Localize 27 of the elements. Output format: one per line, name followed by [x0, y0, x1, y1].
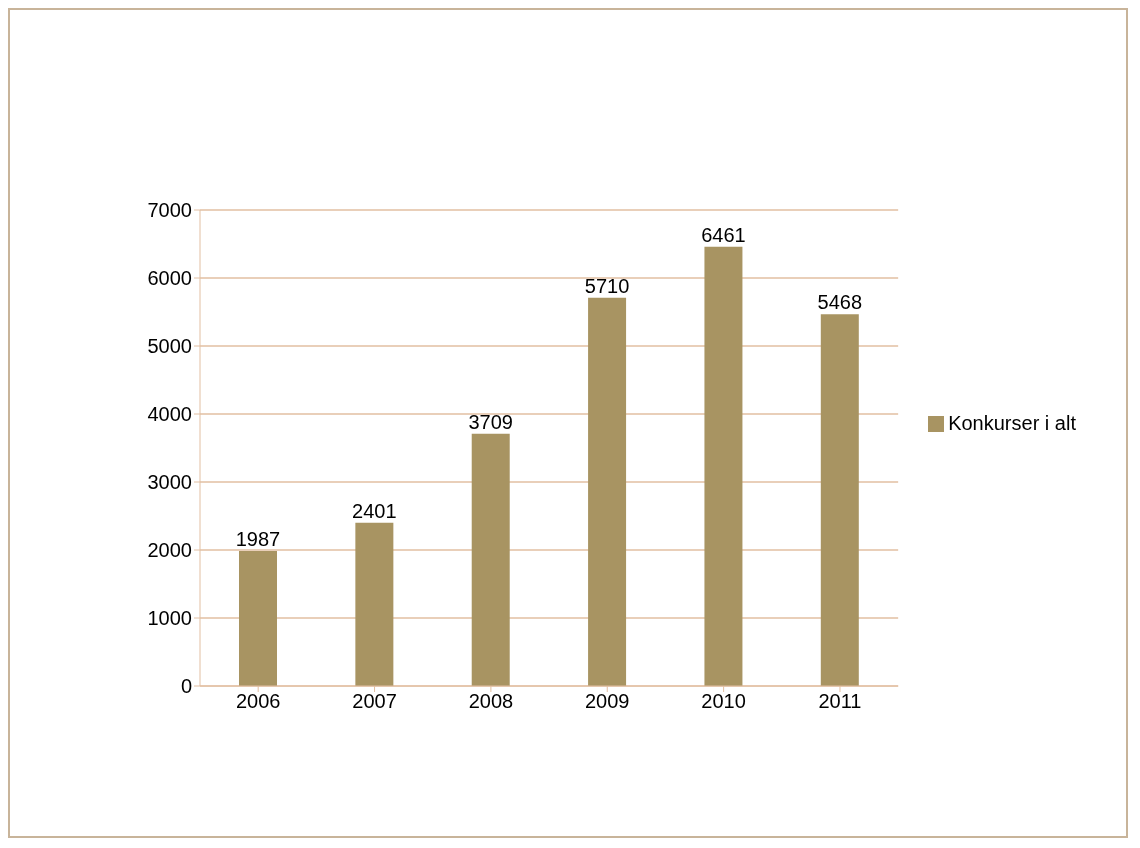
x-tick-label: 2011 [818, 690, 862, 713]
bar [355, 522, 394, 686]
x-tick-label: 2009 [585, 690, 630, 713]
x-tick-label: 2008 [468, 690, 514, 713]
data-label: 2401 [352, 499, 397, 522]
x-tick-label: 2006 [235, 690, 281, 713]
legend-label: Konkurser i alt [948, 411, 1076, 434]
bar [820, 314, 859, 686]
data-label: 5710 [584, 274, 630, 297]
bar [239, 550, 277, 686]
y-tick-label: 7000 [147, 199, 192, 222]
y-tick-label: 5000 [147, 335, 192, 358]
y-tick-label: 2000 [147, 539, 192, 562]
bar [704, 246, 743, 686]
y-tick-label: 0 [180, 675, 192, 698]
data-label: 1987 [235, 527, 281, 550]
y-tick-label: 1000 [147, 607, 192, 630]
y-tick-label: 3000 [147, 471, 192, 494]
x-tick-label: 2010 [701, 690, 746, 713]
data-label: 6461 [701, 223, 746, 246]
bar [471, 433, 510, 686]
data-label: 3709 [468, 410, 513, 433]
bar [588, 297, 627, 686]
y-tick-label: 4000 [147, 403, 192, 426]
y-tick-label: 6000 [147, 267, 192, 290]
data-label: 5468 [817, 291, 863, 314]
x-tick-label: 2007 [352, 690, 397, 713]
